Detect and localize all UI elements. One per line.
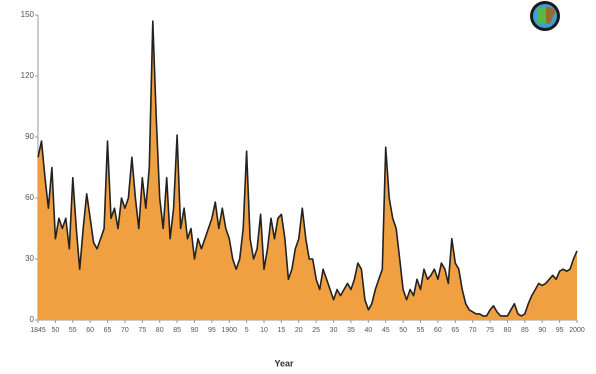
y-tick-label: 0 — [30, 315, 35, 324]
y-tick-label: 150 — [21, 10, 35, 19]
x-tick-label: 35 — [347, 327, 355, 334]
x-tick-label: 85 — [521, 327, 529, 334]
x-tick-label: 85 — [173, 327, 181, 334]
x-tick-label: 40 — [364, 327, 372, 334]
x-tick-label: 2000 — [569, 327, 585, 334]
x-tick-label: 90 — [191, 327, 199, 334]
y-tick-label: 90 — [25, 132, 34, 141]
x-tick-label: 5 — [245, 327, 249, 334]
x-tick-label: 80 — [504, 327, 512, 334]
x-tick-label: 30 — [330, 327, 338, 334]
y-tick-label: 30 — [25, 254, 34, 263]
x-tick-label: 65 — [104, 327, 112, 334]
line — [37, 20, 578, 317]
x-tick-label: 50 — [399, 327, 407, 334]
area — [38, 21, 577, 320]
x-tick-label: 60 — [86, 327, 94, 334]
x-tick-label: 55 — [417, 327, 425, 334]
x-tick-label: 95 — [208, 327, 216, 334]
x-tick-label: 65 — [451, 327, 459, 334]
x-tick-label: 20 — [295, 327, 303, 334]
x-tick-label: 55 — [69, 327, 77, 334]
x-tick-label: 25 — [312, 327, 320, 334]
x-tick-label: 60 — [434, 327, 442, 334]
y-tick-label: 60 — [25, 193, 34, 202]
x-tick-label: 15 — [278, 327, 286, 334]
x-tick-label: 70 — [121, 327, 129, 334]
x-tick-label: 75 — [486, 327, 494, 334]
y-tick-label: 120 — [21, 71, 35, 80]
logo — [530, 1, 560, 31]
x-tick-label: 10 — [260, 327, 268, 334]
x-tick-label: 1845 — [30, 327, 46, 334]
x-tick-label: 45 — [382, 327, 390, 334]
x-tick-label: 70 — [469, 327, 477, 334]
x-tick-label: 95 — [556, 327, 564, 334]
x-tick-label: 90 — [538, 327, 546, 334]
x-tick-label: 80 — [156, 327, 164, 334]
x-tick-label: 50 — [51, 327, 59, 334]
x-tick-label: 75 — [138, 327, 146, 334]
x-tick-label: 1900 — [221, 327, 237, 334]
x-axis-label: Year — [274, 358, 294, 368]
